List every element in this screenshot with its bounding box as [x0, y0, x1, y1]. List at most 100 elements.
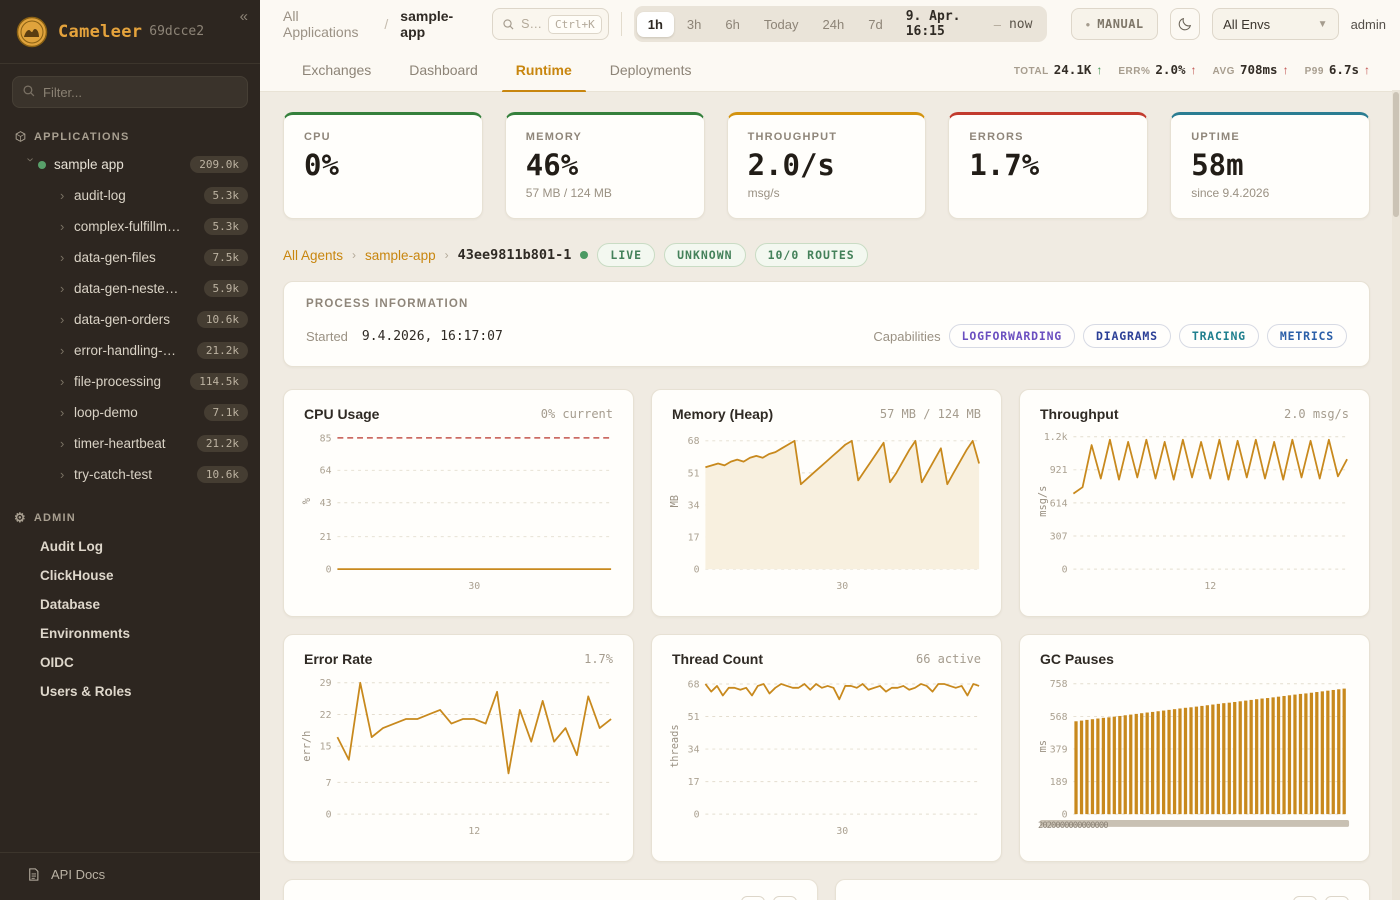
svg-text:307: 307: [1050, 531, 1068, 542]
chevron-right-icon: ›: [60, 343, 65, 358]
sidebar-item-admin[interactable]: Environments: [40, 626, 131, 641]
chart-canvas: 0 17 34 51 68 MB 30: [669, 436, 980, 592]
capability-pill: METRICS: [1266, 324, 1347, 348]
svg-text:30: 30: [836, 581, 848, 592]
time-button[interactable]: 1h: [636, 11, 674, 37]
time-button[interactable]: 6h: [714, 12, 750, 37]
chart-card-gc-pauses: GC Pauses 0 189 379 568 758 ms 2020000000000000: [1019, 634, 1370, 862]
agent-badges: LIVE UNKNOWN 10/0 ROUTES: [597, 243, 868, 267]
sidebar-filter: [0, 64, 260, 120]
time-button[interactable]: Today: [753, 12, 810, 37]
sidebar-item-route[interactable]: › error-handling-… 21.2k: [0, 335, 260, 366]
download-button[interactable]: [1293, 896, 1317, 900]
svg-text:2020000000000000: 2020000000000000: [1038, 821, 1108, 831]
tab-deployments[interactable]: Deployments: [609, 61, 692, 78]
sidebar-item-app[interactable]: › sample app 209.0k: [0, 149, 260, 180]
sidebar-item-route[interactable]: › data-gen-orders 10.6k: [0, 304, 260, 335]
svg-text:614: 614: [1050, 498, 1068, 509]
capability-pill: TRACING: [1178, 324, 1259, 348]
gear-icon: ⚙: [14, 510, 27, 525]
chart-card-error-rate: Error Rate 1.7% 0 7 15 22 29 err/h 12: [283, 634, 634, 862]
sidebar-item-route[interactable]: › audit-log 5.3k: [0, 180, 260, 211]
metric-value: 58m: [1191, 148, 1244, 182]
svg-text:21: 21: [320, 532, 332, 543]
api-docs-link[interactable]: API Docs: [0, 852, 260, 900]
sidebar-item-route[interactable]: › loop-demo 7.1k: [0, 397, 260, 428]
manual-refresh-button[interactable]: ● MANUAL: [1071, 8, 1158, 40]
stat-label: TOTAL: [1013, 66, 1049, 77]
custom-range[interactable]: 9. Apr. 16:15 – now: [896, 9, 1045, 39]
metric-label: THROUGHPUT: [747, 131, 838, 143]
admin-list: Audit Log ClickHouse Database Environments O…: [0, 532, 260, 706]
scrollbar-thumb[interactable]: [1393, 92, 1399, 217]
refresh-button[interactable]: [1325, 896, 1349, 900]
time-button[interactable]: 3h: [676, 12, 712, 37]
search-icon: [23, 85, 35, 97]
chevron-right-icon: ›: [60, 188, 65, 203]
header-stat: TOTAL 24.1K ↑: [1014, 62, 1103, 77]
svg-text:threads: threads: [669, 724, 681, 768]
env-select[interactable]: All Envs ▼: [1212, 8, 1339, 40]
brand-build: 69dcce2: [149, 24, 205, 39]
svg-text:379: 379: [1050, 744, 1068, 755]
metric-label: ERRORS: [969, 131, 1024, 143]
chart-current-value: 2.0 msg/s: [1283, 407, 1349, 421]
sidebar-item-route[interactable]: › data-gen-neste… 5.9k: [0, 273, 260, 304]
sidebar-item-admin[interactable]: Audit Log: [40, 539, 103, 554]
sidebar-item-admin[interactable]: Database: [40, 597, 101, 612]
app-count-badge: 209.0k: [190, 156, 248, 173]
time-button[interactable]: 7d: [857, 12, 893, 37]
tab-runtime[interactable]: Runtime: [501, 48, 586, 93]
stat-value: 2.0%: [1155, 62, 1186, 77]
sidebar-item-admin[interactable]: OIDC: [40, 655, 74, 670]
metric-cards: CPU 0% MEMORY 46% 57 MB / 124 MB THROUGHPUT 2.…: [283, 112, 1370, 219]
breadcrumb-agent-app[interactable]: sample-app: [365, 247, 436, 263]
route-name: data-gen-orders: [74, 312, 171, 327]
breadcrumb-all-applications[interactable]: All Applications: [283, 8, 359, 40]
sidebar-item-route[interactable]: › file-processing 114.5k: [0, 366, 260, 397]
svg-text:758: 758: [1050, 679, 1068, 690]
bottom-panels: APPLICATION LOG100 entries Timeline4 even…: [283, 879, 1370, 900]
sidebar-item-admin[interactable]: Users & Roles: [40, 684, 132, 699]
metric-sub: since 9.4.2026: [1191, 186, 1270, 200]
sidebar-item-admin[interactable]: ClickHouse: [40, 568, 114, 583]
env-select-value: All Envs: [1223, 16, 1271, 32]
metric-label: UPTIME: [1191, 131, 1240, 143]
sidebar-item-route[interactable]: › data-gen-files 7.5k: [0, 242, 260, 273]
process-information-card: PROCESS INFORMATION Started 9.4.2026, 16…: [283, 281, 1370, 367]
tab-dashboard[interactable]: Dashboard: [409, 61, 478, 78]
time-range-control: 1h 3h 6h Today 24h 7d 9. Apr. 16:15 – now: [633, 6, 1048, 42]
theme-toggle-button[interactable]: [1169, 8, 1201, 40]
refresh-button[interactable]: [773, 896, 797, 900]
route-name: data-gen-files: [74, 250, 156, 265]
applications-section-label: APPLICATIONS: [34, 130, 130, 143]
metric-value: 2.0/s: [747, 148, 835, 182]
tab-exchanges[interactable]: Exchanges: [302, 61, 372, 78]
chart-title: Thread Count: [672, 651, 763, 667]
breadcrumb-separator: /: [384, 16, 389, 32]
sidebar-item-route[interactable]: › timer-heartbeat 21.2k: [0, 428, 260, 459]
metric-value: 0%: [304, 148, 339, 182]
sidebar-item-route[interactable]: › complex-fulfillm… 5.3k: [0, 211, 260, 242]
filter-input[interactable]: [12, 76, 248, 108]
global-search[interactable]: S… Ctrl+K: [492, 8, 609, 40]
process-information-title: PROCESS INFORMATION: [306, 298, 469, 310]
capabilities-label: Capabilities: [873, 328, 941, 344]
time-button[interactable]: 24h: [812, 12, 856, 37]
route-name: audit-log: [74, 188, 126, 203]
sidebar: Cameleer 69dcce2 « APPLICATIONS › sample …: [0, 0, 260, 900]
started-value: 9.4.2026, 16:17:07: [361, 328, 503, 344]
application-tree: › sample app 209.0k › audit-log 5.3k › complex-…: [0, 149, 260, 490]
route-count-badge: 114.5k: [190, 373, 248, 390]
chevron-right-icon: ›: [352, 248, 357, 262]
breadcrumb-all-agents[interactable]: All Agents: [283, 247, 344, 263]
chart-title: Error Rate: [304, 651, 373, 667]
applications-section-header: APPLICATIONS: [0, 120, 260, 149]
route-name: try-catch-test: [74, 467, 153, 482]
download-button[interactable]: [741, 896, 765, 900]
metric-sub: msg/s: [747, 186, 780, 200]
sidebar-item-route[interactable]: › try-catch-test 10.6k: [0, 459, 260, 490]
chart-current-value: 1.7%: [584, 652, 613, 666]
collapse-sidebar-icon[interactable]: «: [239, 8, 248, 25]
chevron-right-icon: ›: [60, 250, 65, 265]
